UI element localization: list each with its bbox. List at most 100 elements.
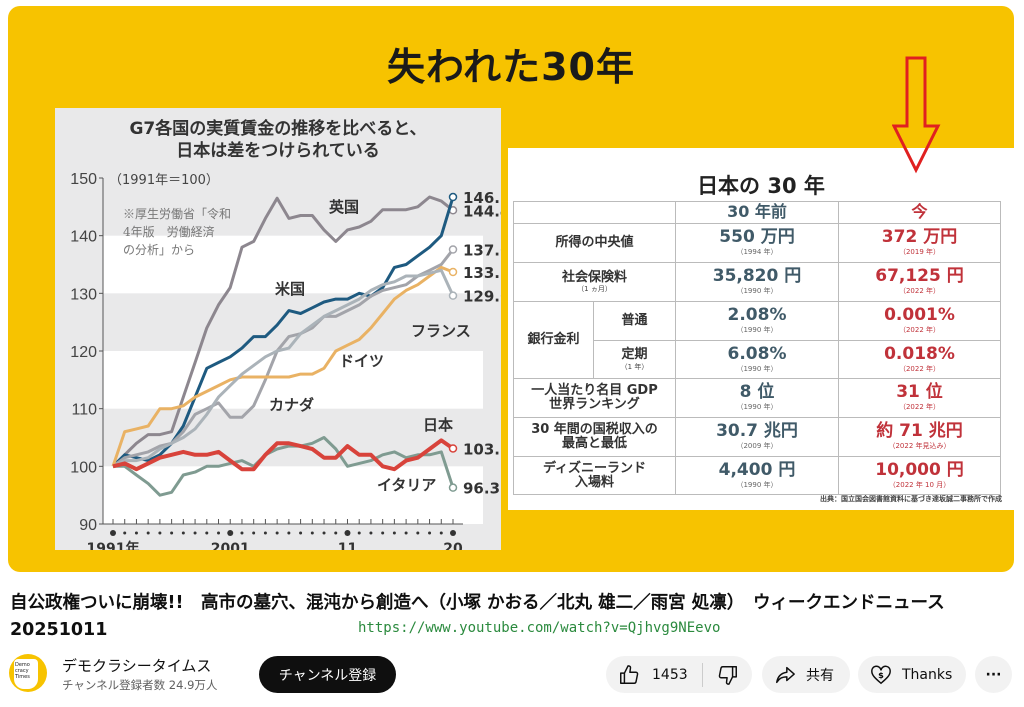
y-tick-label: 100 (70, 459, 97, 476)
thanks-button[interactable]: $ Thanks (858, 656, 966, 693)
avatar-mascot (14, 659, 38, 689)
x-tick-dot (146, 531, 150, 535)
new-year: （2022 年） (898, 403, 941, 412)
down-arrow-icon (892, 56, 941, 174)
old-value: 4,400 円 (718, 459, 796, 480)
share-button[interactable]: 共有 (762, 656, 850, 693)
thumbnail-title: 失われた30年 (387, 45, 635, 89)
chart-title: G7各国の実質賃金の推移を比べると、 日本は差をつけられている (55, 118, 501, 162)
series-end-label: 96.3 (463, 480, 500, 498)
x-tick-dot (322, 531, 326, 535)
series-name-label: 英国 (329, 198, 359, 216)
old-value-cell: 4,400 円（1990 年） (675, 456, 839, 495)
x-tick-dot (134, 531, 138, 535)
share-icon (776, 666, 795, 683)
video-player-thumbnail[interactable]: 失われた30年 G7各国の実質賃金の推移を比べると、 日本は差をつけられている … (8, 6, 1014, 572)
group-label-cell: 銀行金利 (513, 301, 594, 379)
new-value-cell: 10,000 円（2022 年 10 月） (838, 456, 1001, 495)
old-value-cell: 8 位（1990 年） (675, 378, 839, 418)
new-value-cell: 67,125 円（2022 年） (838, 262, 1001, 302)
source-note: の分析」から (123, 243, 195, 257)
old-value: 2.08% (727, 305, 787, 326)
series-end-marker (448, 267, 458, 277)
new-year: （2022 年） (898, 287, 941, 296)
dislike-button[interactable] (703, 656, 752, 693)
series-end-marker (448, 192, 458, 202)
new-value-cell: 約 71 兆円 （2022 年見込み） (838, 417, 1001, 457)
y-tick-label: 110 (71, 402, 97, 419)
wage-chart: G7各国の実質賃金の推移を比べると、 日本は差をつけられている 90 100 110… (55, 108, 501, 550)
row-label-cell: 社会保険料 （1 ヵ月） (513, 262, 676, 302)
x-tick-dot (123, 531, 127, 535)
chart-title-line: G7各国の実質賃金の推移を比べると、 (129, 119, 427, 139)
series-end-marker (448, 444, 458, 453)
row-label: 社会保険料 (561, 269, 627, 285)
series-name-label: イタリア (377, 476, 436, 494)
subscribe-button[interactable]: チャンネル登録 (259, 656, 396, 693)
x-tick-dot (428, 531, 432, 535)
series-line (112, 268, 455, 468)
old-value: 8 位 (739, 382, 775, 403)
x-tick-dot (193, 531, 197, 535)
row-label-sub: （1 年） (620, 362, 649, 371)
video-url[interactable]: https://www.youtube.com/watch?v=Qjhvg9NE… (358, 620, 721, 636)
header-new: 今 (911, 202, 928, 222)
unit-note: （1991年＝100） (109, 173, 219, 188)
x-tick-dot (158, 531, 162, 535)
row-label-cell: 30 年間の国税収入の 最高と最低 (513, 417, 676, 457)
x-tick-label: 20 (443, 541, 463, 550)
new-value: 10,000 円 (875, 459, 964, 480)
x-tick-dot (344, 530, 351, 536)
x-tick-dot (287, 531, 291, 535)
row-label-sub: （1 ヵ月） (577, 285, 612, 294)
series-name-label: 米国 (275, 280, 305, 298)
series-name-label: カナダ (269, 396, 314, 414)
y-tick-label: 120 (70, 344, 97, 361)
row-label: ディズニーランド 入場料 (542, 460, 647, 490)
row-label-cell: ディズニーランド 入場料 (513, 456, 676, 495)
thanks-label: Thanks (902, 666, 953, 683)
old-value: 550 万円 (719, 227, 795, 248)
more-actions-button[interactable]: ··· (975, 656, 1012, 693)
row-label-cell: 普通 (593, 301, 676, 341)
x-tick-dot (334, 531, 338, 535)
y-tick-label: 130 (70, 286, 97, 303)
series-end-marker (448, 483, 458, 492)
like-dislike-group: 1453 (606, 656, 752, 693)
table-source: 出典：国立国会図書館資料に基づき達坂誠二事務所で作成 (820, 495, 1002, 503)
channel-avatar[interactable]: Demo cracy Times (9, 654, 47, 692)
series-end-label: 133.7 (463, 264, 501, 282)
series-name-label: 日本 (423, 416, 453, 434)
old-value-cell: 550 万円 （1994 年） (675, 223, 839, 263)
x-tick-label: 2001 (211, 541, 250, 550)
like-count: 1453 (652, 666, 688, 683)
like-button[interactable]: 1453 (606, 656, 702, 693)
y-tick-label: 150 (70, 171, 97, 188)
series-line (112, 438, 455, 472)
new-value-cell: 372 万円 （2019 年） (838, 223, 1001, 263)
new-value: 約 71 兆円 (876, 421, 963, 442)
old-year: （1990 年） (736, 480, 778, 489)
header-old-cell: 30 年前 (675, 201, 839, 224)
row-label: 普通 (621, 313, 648, 329)
x-tick-dot (170, 531, 174, 535)
old-value: 6.08% (727, 343, 787, 364)
series-line (113, 436, 455, 497)
new-year: （2022 年） (898, 326, 941, 335)
channel-name[interactable]: デモクラシータイムス (62, 657, 212, 675)
x-tick-dot (381, 531, 385, 535)
y-tick-label: 140 (70, 229, 97, 246)
old-year: （1990 年） (736, 326, 778, 335)
chart-title-line: 日本は差をつけられている (176, 141, 380, 161)
new-value: 67,125 円 (875, 266, 964, 287)
x-tick-dot (392, 531, 396, 535)
group-label: 銀行金利 (527, 332, 580, 348)
series-end-marker (448, 245, 458, 254)
japan-30-years-table: 日本の 30 年 出典：国立国会図書館資料に基づき達坂誠二事務所で作成 30 年… (508, 148, 1014, 510)
header-empty-cell (513, 201, 676, 224)
series-line (111, 265, 454, 467)
svg-text:$: $ (878, 669, 884, 679)
x-tick-dot (227, 530, 234, 536)
x-tick-dot (310, 531, 314, 535)
more-icon: ··· (985, 666, 1002, 683)
